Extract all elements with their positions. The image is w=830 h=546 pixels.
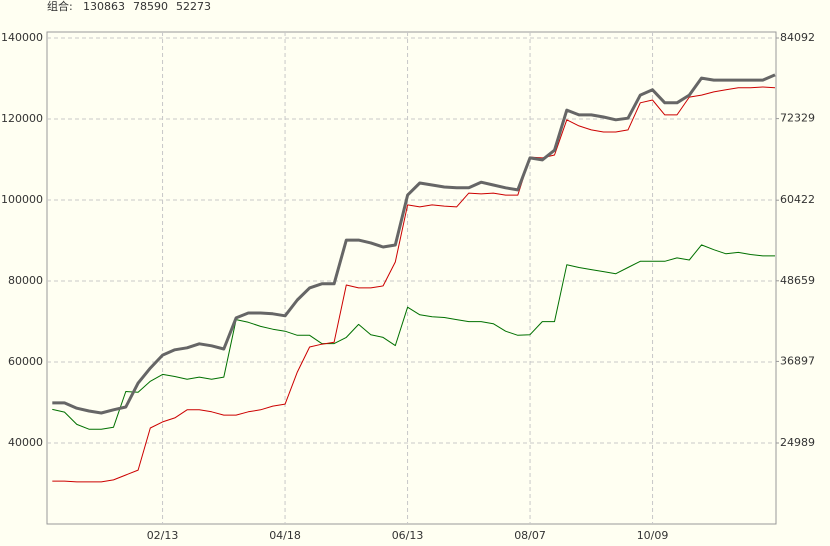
series-line xyxy=(52,73,776,415)
legend: 130863 78590 52273 xyxy=(83,0,211,13)
series-line xyxy=(52,86,776,483)
y2-tick-label: 48659 xyxy=(780,274,815,287)
y2-tick-label: 60422 xyxy=(780,193,815,206)
y-tick-label: 120000 xyxy=(1,112,43,125)
x-tick-label: 04/18 xyxy=(269,529,301,542)
legend-entry: 52273 xyxy=(176,0,211,13)
y-tick-label: 40000 xyxy=(8,436,43,449)
legend-entry: 130863 xyxy=(83,0,125,13)
x-tick-label: 02/13 xyxy=(147,529,179,542)
y-tick-label: 140000 xyxy=(1,31,43,44)
y-tick-label: 60000 xyxy=(8,355,43,368)
x-tick-label: 08/07 xyxy=(514,529,546,542)
y2-tick-label: 72329 xyxy=(780,112,815,125)
y-tick-label: 100000 xyxy=(1,193,43,206)
x-tick-label: 06/13 xyxy=(392,529,424,542)
legend-title: 组合: xyxy=(47,0,73,13)
series-line xyxy=(52,244,775,430)
y2-tick-label: 24989 xyxy=(780,436,815,449)
y2-tick-label: 84092 xyxy=(780,31,815,44)
plot-frame xyxy=(46,31,777,525)
y-tick-label: 80000 xyxy=(8,274,43,287)
x-tick-label: 10/09 xyxy=(637,529,669,542)
y2-tick-label: 36897 xyxy=(780,354,815,367)
legend-entry: 78590 xyxy=(133,0,168,13)
